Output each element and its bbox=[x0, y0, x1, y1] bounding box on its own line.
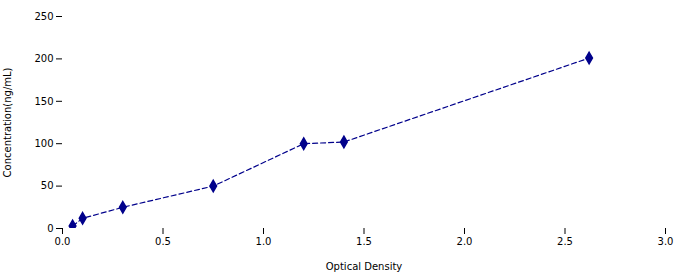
svg-text:200: 200 bbox=[34, 53, 53, 64]
svg-text:0: 0 bbox=[47, 223, 53, 234]
svg-text:1.0: 1.0 bbox=[256, 236, 272, 247]
svg-text:50: 50 bbox=[41, 180, 54, 191]
svg-text:0.0: 0.0 bbox=[55, 236, 71, 247]
svg-text:250: 250 bbox=[34, 11, 53, 22]
svg-text:2.5: 2.5 bbox=[557, 236, 573, 247]
svg-text:100: 100 bbox=[34, 138, 53, 149]
svg-text:Optical Density: Optical Density bbox=[326, 261, 403, 272]
svg-text:Concentration(ng/mL): Concentration(ng/mL) bbox=[2, 67, 13, 177]
svg-text:2.0: 2.0 bbox=[457, 236, 473, 247]
svg-text:0.5: 0.5 bbox=[155, 236, 171, 247]
svg-text:1.5: 1.5 bbox=[356, 236, 372, 247]
svg-text:3.0: 3.0 bbox=[658, 236, 674, 247]
svg-text:150: 150 bbox=[34, 96, 53, 107]
